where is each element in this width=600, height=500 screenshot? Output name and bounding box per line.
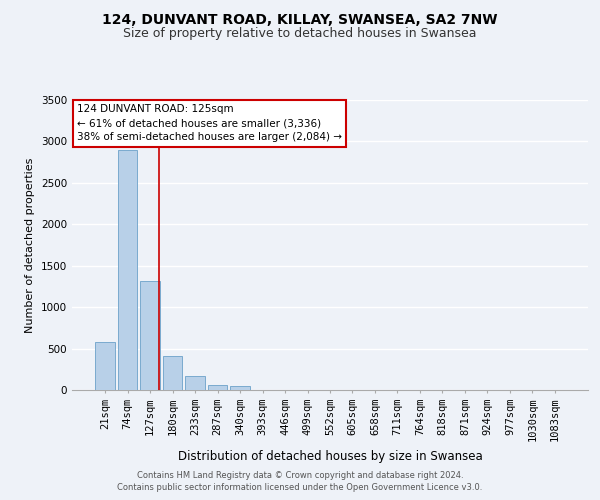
Bar: [140, 282, 160, 390]
Bar: [163, 356, 182, 390]
Bar: [230, 386, 250, 390]
Bar: [118, 150, 137, 390]
X-axis label: Distribution of detached houses by size in Swansea: Distribution of detached houses by size …: [178, 450, 482, 462]
Text: 124, DUNVANT ROAD, KILLAY, SWANSEA, SA2 7NW: 124, DUNVANT ROAD, KILLAY, SWANSEA, SA2 …: [102, 12, 498, 26]
Bar: [95, 342, 115, 390]
Text: Contains HM Land Registry data © Crown copyright and database right 2024.
Contai: Contains HM Land Registry data © Crown c…: [118, 471, 482, 492]
Text: Size of property relative to detached houses in Swansea: Size of property relative to detached ho…: [123, 28, 477, 40]
Bar: [208, 384, 227, 390]
Text: 124 DUNVANT ROAD: 125sqm
← 61% of detached houses are smaller (3,336)
38% of sem: 124 DUNVANT ROAD: 125sqm ← 61% of detach…: [77, 104, 342, 142]
Y-axis label: Number of detached properties: Number of detached properties: [25, 158, 35, 332]
Bar: [185, 376, 205, 390]
